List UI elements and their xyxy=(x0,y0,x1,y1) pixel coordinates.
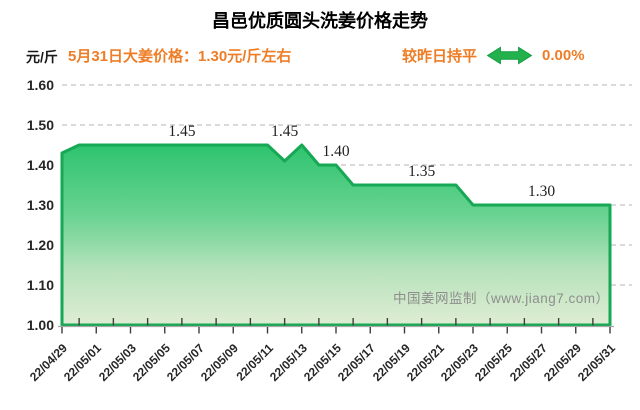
current-price-subtitle: 5月31日大姜价格：1.30元/斤左右 xyxy=(68,48,292,65)
y-axis-label-1.20: 1.20 xyxy=(26,237,54,253)
y-axis-label-1.50: 1.50 xyxy=(26,117,54,133)
y-axis-unit-label: 元/斤 xyxy=(26,49,58,65)
chart-title: 昌邑优质圆头洗姜价格走势 xyxy=(212,11,428,31)
data-label-1.35: 1.35 xyxy=(408,163,436,180)
data-label-1.45: 1.45 xyxy=(168,123,196,140)
watermark: 中国姜网监制（www.jiang7.com） xyxy=(393,291,610,306)
flat-trend-arrow-icon xyxy=(486,45,533,66)
trend-status: 较昨日持平 0.00% xyxy=(402,45,585,66)
y-axis-label-1.60: 1.60 xyxy=(26,77,54,93)
trend-status-label: 较昨日持平 xyxy=(402,48,478,65)
data-label-1.40: 1.40 xyxy=(322,143,350,160)
price-area-series xyxy=(60,143,612,327)
trend-percent-value: 0.00% xyxy=(542,47,585,64)
y-axis-label-1.00: 1.00 xyxy=(26,317,54,333)
y-axis-label-1.40: 1.40 xyxy=(26,157,54,173)
data-label-1.30: 1.30 xyxy=(527,183,556,200)
y-axis-label-1.10: 1.10 xyxy=(26,277,54,293)
data-label-1.45: 1.45 xyxy=(271,123,299,140)
y-axis-label-1.30: 1.30 xyxy=(26,197,54,213)
